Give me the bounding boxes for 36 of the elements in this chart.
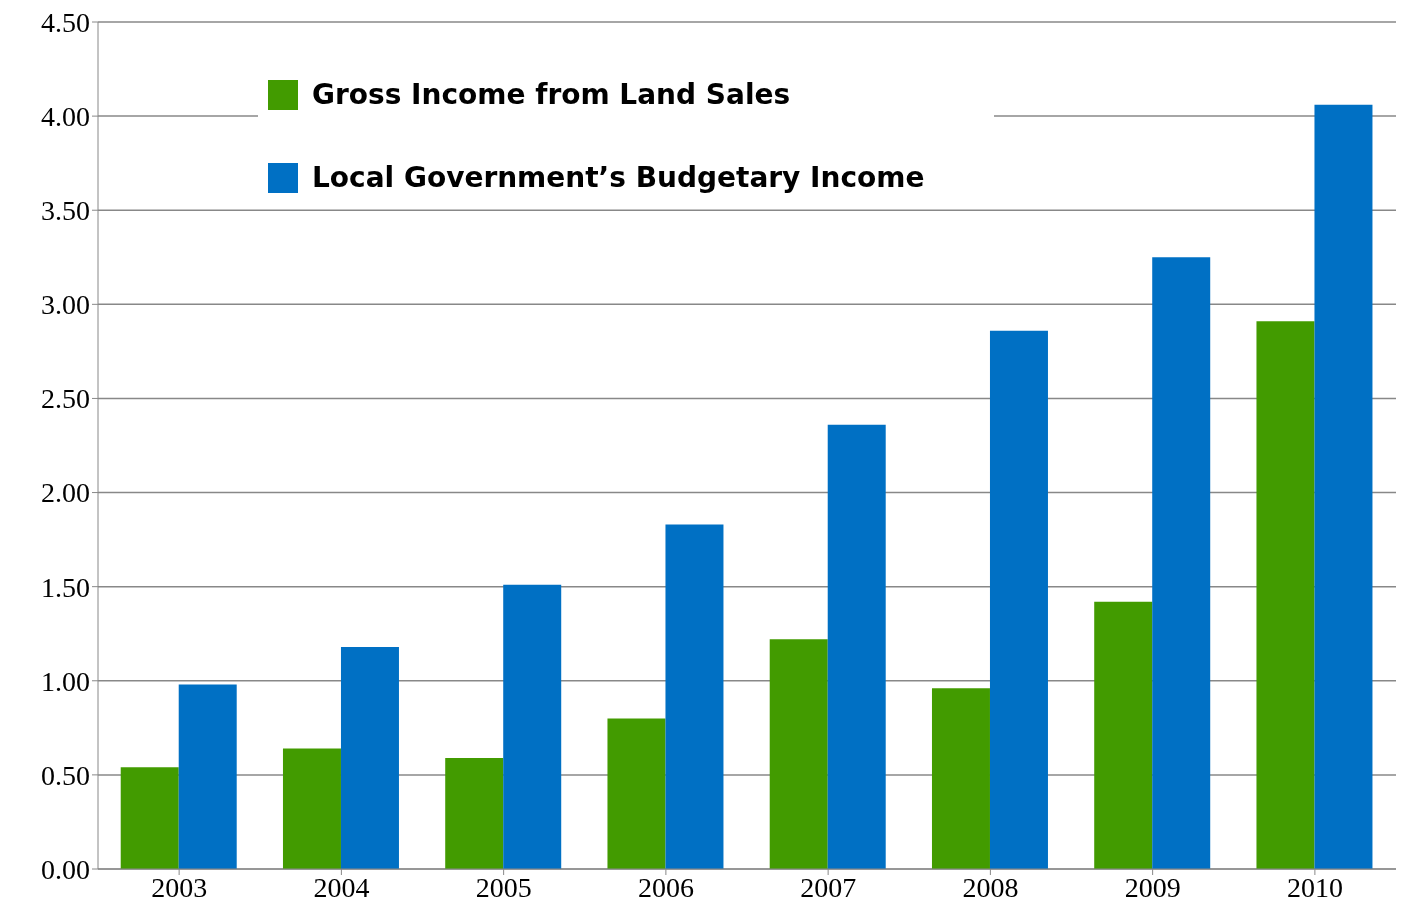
y-tick-label: 2.50 <box>41 383 90 415</box>
bar <box>282 748 341 869</box>
legend-label: Local Government’s Budgetary Income <box>312 161 925 194</box>
bar <box>1314 104 1373 869</box>
y-tick-label: 0.50 <box>41 759 90 791</box>
bar <box>827 424 886 869</box>
x-tick-label: 2008 <box>962 871 1019 903</box>
x-tick-label: 2005 <box>475 871 532 903</box>
bar <box>931 688 990 869</box>
bar <box>989 330 1048 869</box>
y-tick-label: 4.50 <box>41 6 90 38</box>
y-tick-label: 1.50 <box>41 571 90 603</box>
y-tick-label: 1.00 <box>41 665 90 697</box>
y-tick-label: 3.00 <box>41 289 90 321</box>
bar <box>445 757 504 869</box>
bar <box>1152 257 1211 869</box>
bar <box>120 767 179 869</box>
x-tick-label: 2010 <box>1286 871 1343 903</box>
x-tick-label: 2006 <box>637 871 694 903</box>
bar <box>665 524 724 869</box>
legend-label: Gross Income from Land Sales <box>312 78 791 111</box>
bar <box>607 718 666 869</box>
x-tick-label: 2004 <box>313 871 370 903</box>
bar <box>1094 601 1153 869</box>
bar <box>769 639 828 869</box>
y-tick-label: 2.00 <box>41 477 90 509</box>
y-tick-label: 4.00 <box>41 101 90 133</box>
y-tick-label: 0.00 <box>41 853 90 885</box>
bar <box>178 684 237 869</box>
bar <box>340 646 399 869</box>
y-tick-label: 3.50 <box>41 195 90 227</box>
x-tick-label: 2009 <box>1124 871 1181 903</box>
bar <box>503 584 562 869</box>
bar <box>1256 321 1315 869</box>
x-tick-label: 2007 <box>800 871 857 903</box>
x-tick-label: 2003 <box>151 871 208 903</box>
